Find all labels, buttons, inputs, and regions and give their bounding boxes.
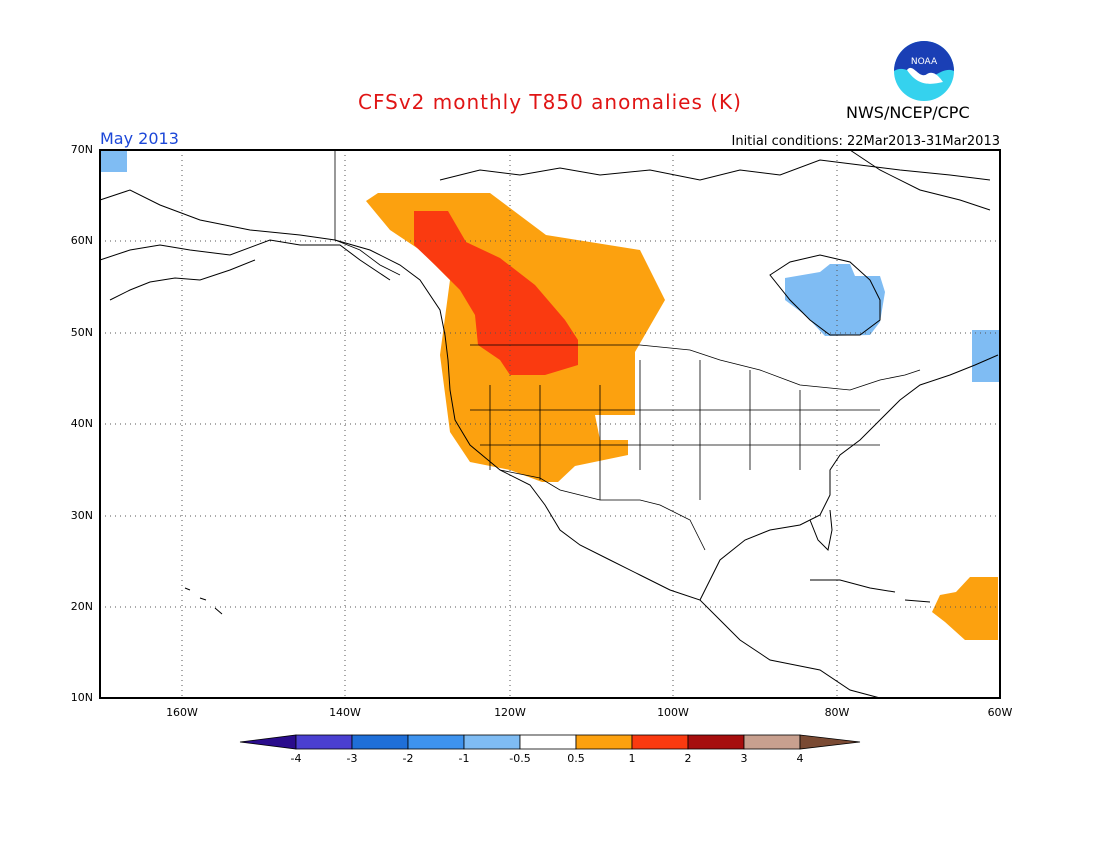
- political-borders: [334, 150, 921, 551]
- colorbar-label: -2: [402, 752, 414, 765]
- gulf-coast: [699, 354, 999, 601]
- colorbar-label: 3: [740, 752, 748, 765]
- agency-label: NWS/NCEP/CPC: [846, 103, 970, 122]
- colorbar-segment: [575, 734, 633, 750]
- lat-label: 30N: [70, 509, 93, 522]
- colorbar-label: -1: [458, 752, 470, 765]
- greenland-coast: [849, 149, 991, 211]
- colorbar-segment: [743, 734, 801, 750]
- lon-label: 100W: [657, 706, 689, 719]
- lat-label: 50N: [70, 326, 93, 339]
- aleutian-coast: [109, 259, 256, 301]
- colorbar-segment: [407, 734, 465, 750]
- colorbar-label: 1: [628, 752, 636, 765]
- colorbar-label: 2: [684, 752, 692, 765]
- alaska-canada-border: [334, 150, 401, 276]
- blue-anomaly-alaska-corner: [101, 150, 127, 172]
- colorbar: [239, 734, 861, 750]
- lon-label: 140W: [329, 706, 361, 719]
- north-america-coastline: [99, 189, 881, 699]
- blue-anomaly-hudson: [785, 264, 885, 336]
- lat-label: 20N: [70, 600, 93, 613]
- lon-label: 160W: [166, 706, 198, 719]
- lat-label: 10N: [70, 691, 93, 704]
- svg-text:NOAA: NOAA: [911, 57, 938, 67]
- lat-label: 60N: [70, 234, 93, 247]
- hawaii-islands: [184, 587, 223, 615]
- florida-coast: [809, 509, 833, 552]
- colorbar-label: -0.5: [509, 752, 531, 765]
- colorbar-label: -3: [346, 752, 358, 765]
- orange-anomaly-caribbean: [932, 577, 998, 640]
- coastlines: [99, 149, 999, 699]
- red-anomaly-west: [414, 211, 578, 375]
- lon-label: 120W: [494, 706, 526, 719]
- initial-conditions: Initial conditions: 22Mar2013-31Mar2013: [731, 134, 1001, 149]
- colorbar-segment: [295, 734, 353, 750]
- hispaniola-coast: [904, 599, 931, 603]
- colorbar-segment: [687, 734, 745, 750]
- us-canada-border: [470, 344, 921, 391]
- colorbar-segment: [799, 734, 861, 750]
- colorbar-label: 0.5: [567, 752, 585, 765]
- colorbar-segment: [631, 734, 689, 750]
- arctic-coast: [439, 159, 991, 181]
- colorbar-segment: [351, 734, 409, 750]
- noaa-logo-icon: NOAA: [894, 41, 954, 101]
- anomaly-fields: [101, 150, 999, 640]
- us-mexico-border: [499, 469, 706, 551]
- cuba-coast: [810, 579, 896, 593]
- alaska-coastline: [99, 239, 391, 281]
- lat-label: 70N: [70, 143, 93, 156]
- hudson-bay-coast: [769, 254, 881, 336]
- map-frame: [99, 149, 1001, 699]
- colorbar-label: -4: [290, 752, 302, 765]
- lon-label: 80W: [824, 706, 850, 719]
- lat-label: 40N: [70, 417, 93, 430]
- lon-label: 60W: [987, 706, 1013, 719]
- colorbar-segment: [463, 734, 521, 750]
- colorbar-segment: [239, 734, 297, 750]
- colorbar-segment: [519, 734, 577, 750]
- colorbar-label: 4: [796, 752, 804, 765]
- state-lines: [470, 360, 880, 500]
- map-gridlines: [100, 150, 1000, 698]
- forecast-month: May 2013: [100, 129, 179, 148]
- chart-title: CFSv2 monthly T850 anomalies (K): [358, 90, 742, 114]
